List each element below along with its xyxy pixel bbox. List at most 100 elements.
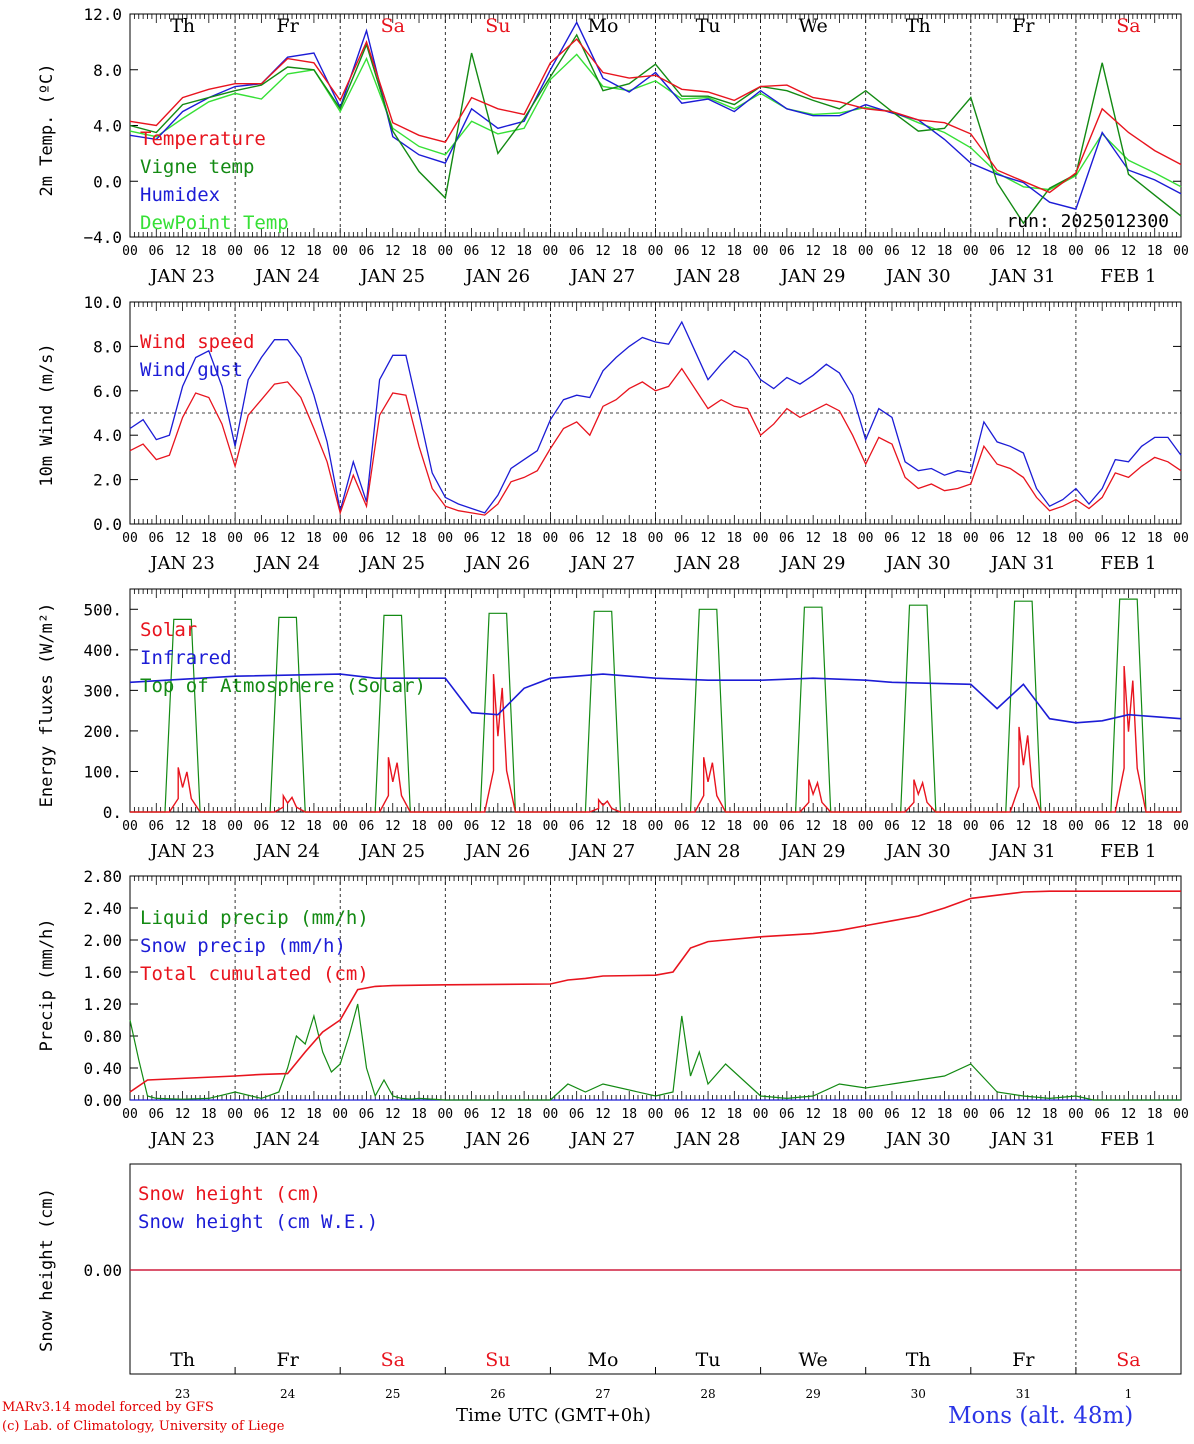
day-label: FEB 1: [1100, 841, 1156, 862]
weekday-label: Tu: [696, 15, 721, 37]
y-axis-title: Energy fluxes (W/m²): [37, 603, 57, 808]
weekday-label: Sa: [1116, 15, 1140, 37]
hour-tick-label: 00: [753, 1107, 769, 1122]
hour-tick-label: 12: [595, 531, 611, 546]
y-tick-label: −4.0: [83, 228, 122, 247]
weekday-label: Th: [170, 1349, 195, 1371]
hour-tick-label: 06: [464, 531, 480, 546]
hour-tick-label: 12: [175, 819, 191, 834]
day-label: JAN 26: [464, 553, 531, 574]
hour-tick-label: 18: [1147, 531, 1163, 546]
hour-tick-label: 18: [201, 1107, 217, 1122]
day-label: JAN 30: [884, 553, 951, 574]
panel-0-frame: [129, 13, 1182, 238]
day-label: JAN 28: [674, 841, 741, 862]
hour-tick-label: 18: [516, 1107, 532, 1122]
hour-tick-label: 00: [1068, 244, 1084, 259]
hour-tick-label: 06: [1094, 531, 1110, 546]
hour-tick-label: 06: [464, 244, 480, 259]
hour-tick-label: 18: [937, 1107, 953, 1122]
hour-tick-label: 00: [332, 244, 348, 259]
hour-tick-label: 00: [332, 819, 348, 834]
y-tick-label: 0.0: [93, 515, 122, 534]
y-tick-label: 2.00: [83, 931, 122, 950]
day-label: JAN 31: [989, 1129, 1056, 1150]
y-tick-label: 4.0: [93, 426, 122, 445]
series-line-wind-speed: [129, 367, 1182, 516]
series-line-wind-gust: [129, 320, 1182, 514]
hour-tick-label: 18: [726, 819, 742, 834]
hour-tick-label: 00: [227, 531, 243, 546]
hour-tick-label: 18: [411, 244, 427, 259]
series-line-solar: [130, 665, 1181, 813]
hour-tick-label: 06: [254, 819, 270, 834]
hour-tick-label: 18: [621, 531, 637, 546]
hour-tick-label: 06: [254, 1107, 270, 1122]
y-tick-label: 400.: [83, 641, 122, 660]
hour-tick-label: 06: [779, 1107, 795, 1122]
day-label: JAN 23: [148, 266, 215, 287]
hour-tick-label: 06: [254, 531, 270, 546]
hour-tick-label: 06: [569, 531, 585, 546]
hour-tick-label: 18: [1147, 819, 1163, 834]
hour-tick-label: 06: [464, 1107, 480, 1122]
day-label: JAN 26: [464, 841, 531, 862]
hour-tick-label: 00: [543, 819, 559, 834]
weekday-label: Fr: [277, 15, 300, 37]
hour-tick-label: 06: [779, 244, 795, 259]
day-label: JAN 30: [884, 266, 951, 287]
hour-tick-label: 12: [1016, 531, 1032, 546]
hour-tick-label: 06: [884, 819, 900, 834]
day-number-label: 29: [806, 1387, 821, 1401]
legend-entry: Snow precip (mm/h): [140, 935, 346, 957]
hour-tick-label: 18: [516, 244, 532, 259]
y-tick-label: 8.0: [93, 61, 122, 80]
hour-tick-label: 12: [385, 819, 401, 834]
hour-tick-label: 06: [989, 531, 1005, 546]
hour-tick-label: 06: [254, 244, 270, 259]
hour-tick-label: 00: [122, 1107, 138, 1122]
hour-tick-label: 18: [306, 244, 322, 259]
day-label: JAN 24: [253, 1129, 320, 1150]
hour-tick-label: 06: [1094, 819, 1110, 834]
hour-tick-label: 18: [1147, 1107, 1163, 1122]
panel-2-frame: [129, 588, 1182, 813]
hour-tick-label: 12: [805, 244, 821, 259]
hour-tick-label: 06: [1094, 1107, 1110, 1122]
hour-tick-label: 00: [437, 244, 453, 259]
y-axis-title: 10m Wind (m/s): [37, 343, 57, 486]
hour-tick-label: 12: [385, 1107, 401, 1122]
legend-entry: Wind speed: [140, 331, 254, 353]
hour-tick-label: 12: [490, 1107, 506, 1122]
series-line-temperature: [129, 38, 1182, 194]
hour-tick-label: 06: [569, 1107, 585, 1122]
hour-tick-label: 06: [148, 531, 164, 546]
hour-tick-label: 00: [437, 1107, 453, 1122]
weekday-label: Fr: [277, 1349, 300, 1371]
hour-tick-label: 00: [963, 1107, 979, 1122]
hour-tick-label: 06: [989, 819, 1005, 834]
y-tick-label: 0.00: [83, 1261, 122, 1280]
hour-tick-label: 06: [1094, 244, 1110, 259]
y-tick-label: 6.0: [93, 382, 122, 401]
day-number-label: 23: [175, 1387, 190, 1401]
hour-tick-label: 18: [726, 531, 742, 546]
y-tick-label: 12.0: [83, 5, 122, 24]
hour-tick-label: 18: [306, 819, 322, 834]
hour-tick-label: 00: [753, 531, 769, 546]
day-label: JAN 25: [358, 553, 425, 574]
hour-tick-label: 00: [543, 531, 559, 546]
hour-tick-label: 12: [1016, 819, 1032, 834]
day-label: JAN 23: [148, 553, 215, 574]
hour-tick-label: 12: [700, 1107, 716, 1122]
day-label: JAN 29: [779, 1129, 846, 1150]
y-tick-label: 2.80: [83, 867, 122, 886]
hour-tick-label: 12: [805, 819, 821, 834]
hour-tick-label: 00: [437, 819, 453, 834]
weekday-label: Th: [170, 15, 195, 37]
y-tick-label: 100.: [83, 762, 122, 781]
day-label: JAN 25: [358, 266, 425, 287]
hour-tick-label: 00: [122, 244, 138, 259]
